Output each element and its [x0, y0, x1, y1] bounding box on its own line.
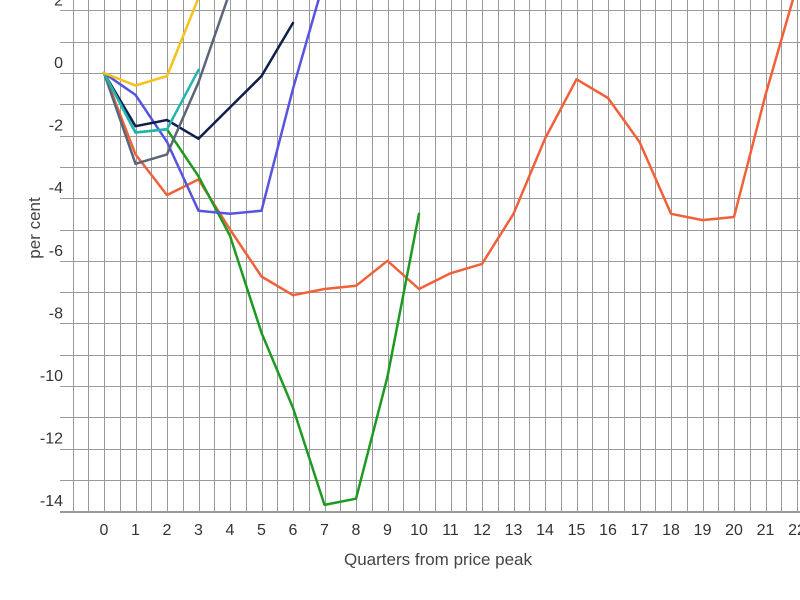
x-tick-label: 8 — [352, 522, 361, 539]
y-tick-label: -4 — [49, 180, 63, 197]
x-tick-label: 5 — [257, 522, 266, 539]
x-tick-label: 1 — [131, 522, 140, 539]
x-tick-label: 9 — [383, 522, 392, 539]
y-tick-label: -10 — [40, 368, 63, 385]
y-tick-label: 2 — [54, 0, 63, 9]
x-tick-label: 13 — [505, 522, 523, 539]
x-axis-title: Quarters from price peak — [344, 550, 533, 569]
y-tick-label: -8 — [49, 305, 63, 322]
x-tick-label: 17 — [631, 522, 649, 539]
series-line-6 — [102, 68, 200, 134]
chart-series — [102, 0, 795, 507]
series-line-7 — [102, 0, 200, 87]
x-tick-label: 3 — [194, 522, 203, 539]
y-axis-ticks: 2 0 -2 -4 -6 -8 -10 -12 -14 — [40, 0, 63, 510]
x-tick-label: 15 — [568, 522, 586, 539]
x-tick-label: 0 — [100, 522, 109, 539]
series-line-5 — [102, 0, 229, 166]
y-axis-title: per cent — [25, 197, 44, 259]
x-tick-label: 6 — [289, 522, 298, 539]
x-axis-ticks: 012345678910111213141516171819202122 — [100, 522, 800, 539]
y-tick-label: -6 — [49, 243, 63, 260]
y-tick-label: -2 — [49, 118, 63, 135]
series-line-4 — [102, 21, 295, 140]
x-tick-label: 22 — [788, 522, 800, 539]
x-tick-label: 20 — [725, 522, 743, 539]
x-tick-label: 11 — [442, 522, 459, 539]
series-line-3 — [102, 0, 320, 216]
x-tick-label: 4 — [226, 522, 235, 539]
x-tick-label: 12 — [473, 522, 491, 539]
x-tick-label: 2 — [163, 522, 172, 539]
y-tick-label: 0 — [54, 55, 63, 72]
x-tick-label: 14 — [536, 522, 554, 539]
chart-grid — [60, 0, 800, 513]
x-tick-label: 10 — [410, 522, 428, 539]
x-tick-label: 18 — [662, 522, 680, 539]
x-tick-label: 21 — [757, 522, 775, 539]
y-tick-label: -14 — [40, 493, 63, 510]
x-tick-label: 19 — [694, 522, 712, 539]
y-tick-label: -12 — [40, 431, 63, 448]
series-line-1 — [102, 0, 795, 297]
x-tick-label: 7 — [320, 522, 329, 539]
x-tick-label: 16 — [599, 522, 617, 539]
